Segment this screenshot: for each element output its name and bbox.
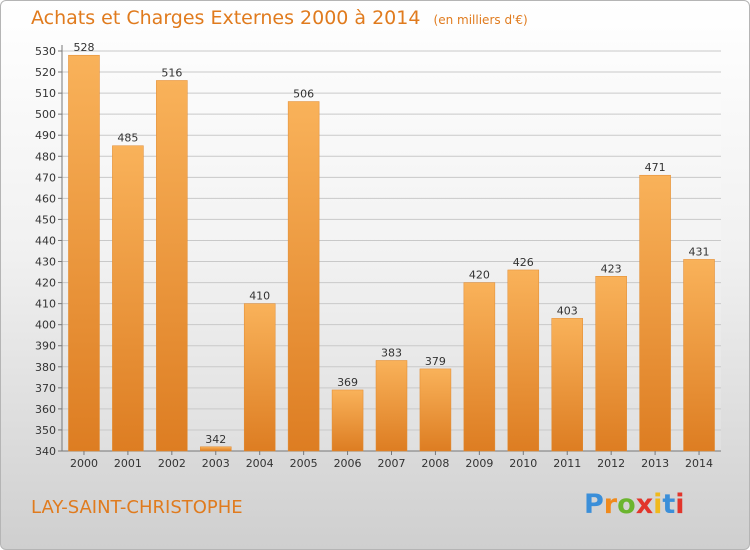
x-tick-label: 2007 bbox=[378, 457, 406, 470]
bar bbox=[507, 269, 540, 452]
data-label: 426 bbox=[513, 256, 534, 269]
y-tick-label: 500 bbox=[35, 108, 56, 121]
y-tick-label: 370 bbox=[35, 382, 56, 395]
y-tick-label: 400 bbox=[35, 319, 56, 332]
y-tick-label: 470 bbox=[35, 171, 56, 184]
bar bbox=[639, 174, 671, 452]
bar bbox=[112, 145, 144, 452]
bar bbox=[156, 80, 188, 452]
logo-letter: t bbox=[662, 489, 676, 520]
data-label: 403 bbox=[557, 304, 578, 317]
y-tick-label: 510 bbox=[35, 87, 56, 100]
logo-letter: r bbox=[603, 489, 618, 520]
data-label: 379 bbox=[425, 355, 446, 368]
bar bbox=[595, 276, 627, 452]
x-tick-label: 2001 bbox=[114, 457, 142, 470]
bar bbox=[551, 318, 583, 452]
bar bbox=[463, 282, 496, 452]
x-tick-label: 2010 bbox=[509, 457, 537, 470]
y-tick-label: 480 bbox=[35, 150, 56, 163]
bar bbox=[200, 446, 232, 452]
data-label: 342 bbox=[205, 433, 226, 446]
commune-name: LAY-SAINT-CHRISTOPHE bbox=[31, 497, 243, 518]
x-tick-label: 2008 bbox=[421, 457, 449, 470]
data-label: 369 bbox=[337, 376, 358, 389]
x-tick-label: 2012 bbox=[597, 457, 625, 470]
y-tick-label: 420 bbox=[35, 277, 56, 290]
bar bbox=[375, 360, 408, 452]
x-tick-label: 2014 bbox=[685, 457, 713, 470]
y-tick-label: 460 bbox=[35, 192, 56, 205]
y-tick-label: 490 bbox=[35, 129, 56, 142]
chart-title: Achats et Charges Externes 2000 à 2014 (… bbox=[31, 7, 528, 29]
y-tick-label: 340 bbox=[35, 445, 56, 458]
bar bbox=[243, 303, 276, 452]
data-label: 383 bbox=[381, 346, 402, 359]
y-tick-label: 440 bbox=[35, 234, 56, 247]
x-tick-label: 2002 bbox=[158, 457, 186, 470]
proxiti-logo: Proxiti bbox=[584, 489, 685, 520]
x-tick-label: 2000 bbox=[70, 457, 98, 470]
y-tick-label: 380 bbox=[35, 361, 56, 374]
data-label: 471 bbox=[645, 161, 666, 174]
data-label: 423 bbox=[601, 262, 622, 275]
y-tick-label: 520 bbox=[35, 66, 56, 79]
data-label: 410 bbox=[249, 290, 270, 303]
bar bbox=[683, 259, 715, 452]
chart-unit: (en milliers d'€) bbox=[433, 13, 528, 27]
bar bbox=[419, 368, 452, 452]
data-label: 506 bbox=[293, 88, 314, 101]
logo-letter: i bbox=[653, 489, 663, 520]
y-tick-label: 530 bbox=[35, 45, 56, 58]
x-tick-label: 2009 bbox=[465, 457, 493, 470]
y-tick-label: 430 bbox=[35, 256, 56, 269]
logo-letter: i bbox=[675, 489, 685, 520]
bar bbox=[331, 389, 364, 452]
y-tick-label: 410 bbox=[35, 298, 56, 311]
data-label: 485 bbox=[117, 132, 138, 145]
bar bbox=[68, 54, 100, 452]
x-tick-label: 2004 bbox=[246, 457, 274, 470]
x-tick-label: 2013 bbox=[641, 457, 669, 470]
logo-letter: o bbox=[617, 489, 636, 520]
data-label: 516 bbox=[161, 66, 182, 79]
x-tick-label: 2006 bbox=[334, 457, 362, 470]
x-tick-label: 2005 bbox=[290, 457, 318, 470]
data-label: 420 bbox=[469, 269, 490, 282]
logo-letter: x bbox=[635, 489, 654, 520]
y-tick-label: 450 bbox=[35, 213, 56, 226]
y-tick-label: 360 bbox=[35, 403, 56, 416]
x-tick-label: 2011 bbox=[553, 457, 581, 470]
x-tick-label: 2003 bbox=[202, 457, 230, 470]
chart-title-text: Achats et Charges Externes 2000 à 2014 bbox=[31, 7, 421, 29]
data-label: 528 bbox=[73, 41, 94, 54]
data-label: 431 bbox=[689, 245, 710, 258]
bar bbox=[287, 101, 320, 452]
y-tick-label: 350 bbox=[35, 424, 56, 437]
logo-letter: P bbox=[584, 489, 604, 520]
y-tick-label: 390 bbox=[35, 340, 56, 353]
